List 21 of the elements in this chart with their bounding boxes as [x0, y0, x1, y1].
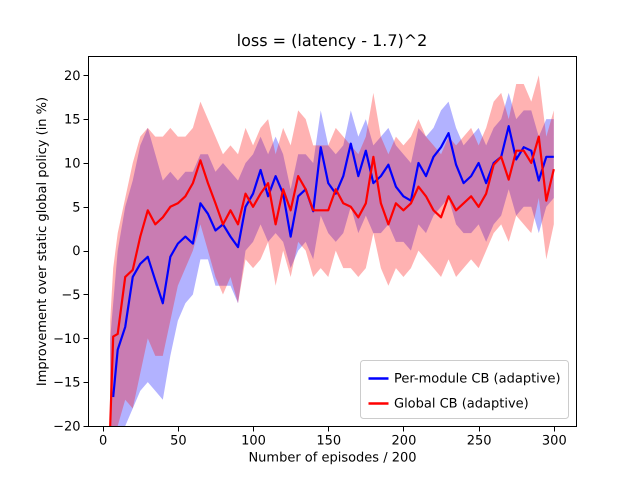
x-tick-label: 200	[392, 434, 416, 448]
legend-label: Per-module CB (adaptive)	[394, 372, 561, 386]
y-axis-title: Improvement over static global policy (in %)	[35, 96, 50, 386]
y-tick-label: −10	[53, 332, 80, 347]
y-tick-label: −5	[61, 288, 80, 303]
y-tick-label: 20	[64, 68, 80, 84]
y-tick-label: −20	[53, 420, 80, 434]
x-tick-label: 250	[466, 434, 492, 448]
legend-label: Global CB (adaptive)	[394, 396, 529, 412]
y-tick-label: 0	[72, 244, 80, 260]
y-tick-label: 15	[64, 112, 80, 128]
chart-title: loss = (latency - 1.7)^2	[236, 31, 428, 50]
x-tick-label: 0	[99, 434, 108, 448]
y-tick-label: −15	[53, 376, 80, 391]
y-tick-label: 10	[64, 156, 80, 172]
x-tick-label: 50	[170, 434, 187, 448]
x-tick-label: 300	[542, 434, 567, 448]
x-tick-label: 100	[241, 434, 266, 448]
x-tick-label: 150	[316, 434, 342, 448]
y-tick-label: 5	[72, 200, 80, 216]
x-axis-title: Number of episodes / 200	[248, 450, 417, 466]
